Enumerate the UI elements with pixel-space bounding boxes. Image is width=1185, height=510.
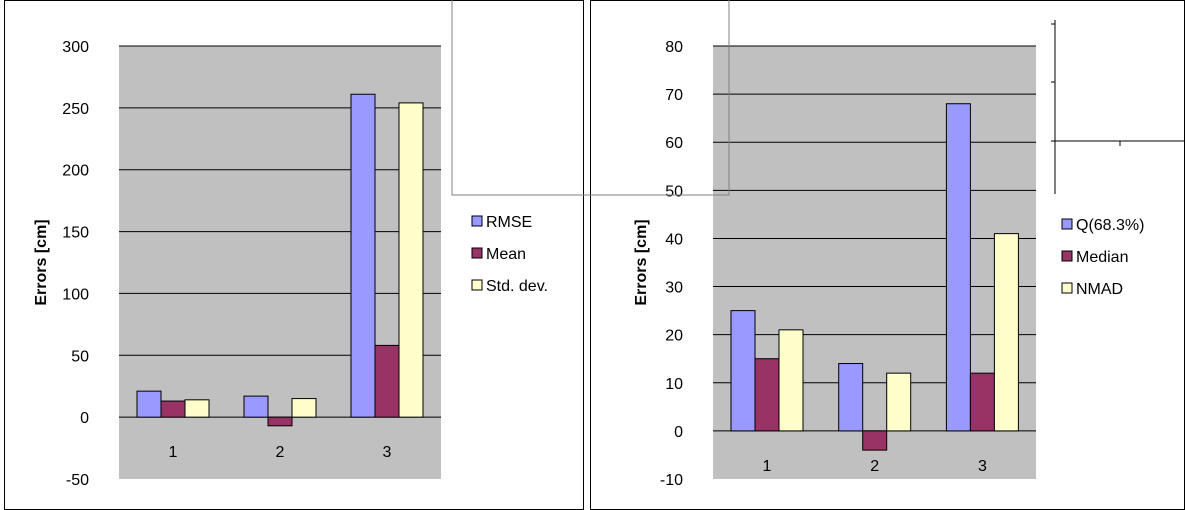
- bar-mean-3: [374, 344, 400, 418]
- legend-entry: Median: [1076, 249, 1128, 266]
- y-tick-label: 250: [62, 101, 89, 118]
- bar-median-1: [754, 358, 780, 432]
- legend-entry: Std. dev.: [486, 278, 548, 295]
- y-tick-label: 50: [665, 183, 683, 200]
- bar-nmad-2: [886, 372, 912, 432]
- bar-rmse-1: [136, 390, 162, 418]
- y-tick-label: 0: [80, 410, 89, 427]
- y-tick-label: 40: [665, 231, 683, 248]
- chart-2: -10 0 10 20 30 40 50 60 70 80 Errors [cm] 1 2 3 Q(68.3…: [590, 0, 1185, 510]
- y-tick-label: 70: [665, 87, 683, 104]
- x-category-label: 3: [383, 444, 392, 461]
- y-tick-label: 30: [665, 280, 683, 297]
- bar-median-3: [969, 372, 995, 432]
- legend-entry: Mean: [486, 246, 526, 263]
- x-category-label: 3: [978, 458, 987, 475]
- bar-rmse-3: [350, 93, 376, 418]
- y-axis-title: Errors [cm]: [33, 219, 50, 305]
- y-tick-label: 80: [665, 39, 683, 56]
- y-tick-label: 100: [62, 286, 89, 303]
- y-tick-label: 50: [71, 348, 89, 365]
- legend-entry: NMAD: [1076, 281, 1123, 298]
- bar-q-68-3-1: [730, 310, 756, 432]
- legend-swatch: [1061, 250, 1073, 262]
- bar-mean-2: [267, 416, 293, 427]
- overlay-box: [451, 0, 730, 196]
- bar-q-68-3-2: [838, 363, 864, 432]
- legend-swatch: [1061, 218, 1073, 230]
- y-tick-label: 20: [665, 328, 683, 345]
- legend-entry: Q(68.3%): [1076, 217, 1144, 234]
- y-tick-label: 200: [62, 163, 89, 180]
- bar-std-dev-3: [398, 102, 424, 418]
- x-category-label: 2: [870, 458, 879, 475]
- legend-swatch: [1061, 282, 1073, 294]
- y-tick-label: 0: [674, 424, 683, 441]
- overlay-frame: [451, 0, 1185, 196]
- x-category-label: 1: [763, 458, 772, 475]
- legend-entry: RMSE: [486, 214, 532, 231]
- legend-swatch: [471, 247, 483, 259]
- y-axis-title: Errors [cm]: [633, 219, 650, 305]
- x-category-label: 1: [169, 444, 178, 461]
- bar-rmse-2: [243, 395, 269, 418]
- y-tick-label: 10: [665, 376, 683, 393]
- y-tick-label: 60: [665, 135, 683, 152]
- bar-mean-1: [160, 400, 186, 418]
- y-tick-label: 300: [62, 39, 89, 56]
- chart-1: -50 0 50 100 150 200 250 300 Errors [cm] 1 2 3 RMSE M…: [4, 0, 584, 510]
- bar-nmad-1: [778, 329, 804, 432]
- bar-std-dev-2: [291, 398, 317, 418]
- bar-std-dev-1: [184, 399, 210, 418]
- bar-q-68-3-3: [945, 103, 971, 432]
- bar-nmad-3: [993, 233, 1019, 432]
- y-tick-label: -10: [660, 472, 683, 489]
- y-tick-label: 150: [62, 225, 89, 242]
- y-tick-label: -50: [66, 472, 89, 489]
- x-category-label: 2: [276, 444, 285, 461]
- legend-swatch: [471, 215, 483, 227]
- bar-median-2: [862, 430, 888, 451]
- legend-swatch: [471, 279, 483, 291]
